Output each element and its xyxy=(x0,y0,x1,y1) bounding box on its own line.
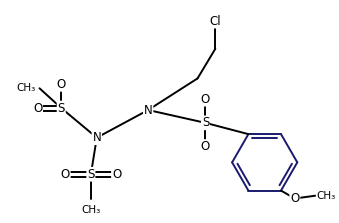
Text: S: S xyxy=(202,116,209,129)
Text: N: N xyxy=(93,131,101,144)
Text: O: O xyxy=(201,93,210,106)
Text: O: O xyxy=(290,192,299,205)
Text: O: O xyxy=(57,78,66,91)
Text: O: O xyxy=(33,101,42,115)
Text: S: S xyxy=(58,101,65,115)
Text: O: O xyxy=(61,168,70,181)
Text: CH₃: CH₃ xyxy=(81,205,100,215)
Text: S: S xyxy=(87,168,95,181)
Text: O: O xyxy=(112,168,121,181)
Text: CH₃: CH₃ xyxy=(16,83,36,93)
Text: O: O xyxy=(201,140,210,153)
Text: Cl: Cl xyxy=(210,15,221,28)
Text: N: N xyxy=(144,103,153,117)
Text: CH₃: CH₃ xyxy=(317,190,336,200)
